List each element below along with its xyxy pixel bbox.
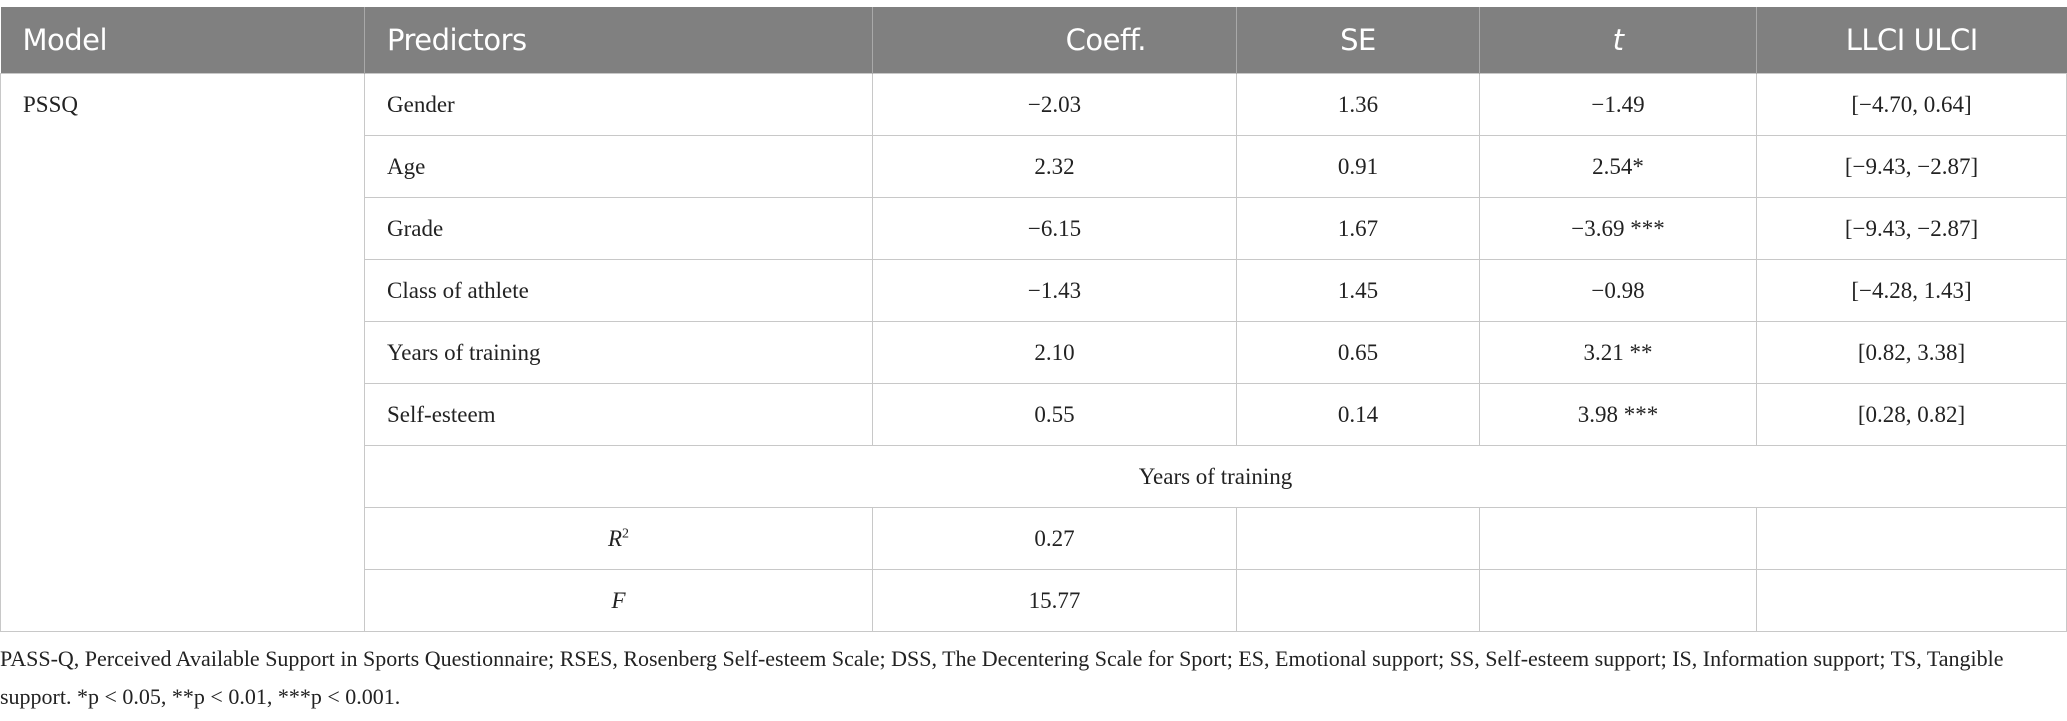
stat-value-cell: 0.27 <box>872 507 1237 570</box>
coeff-cell: −6.15 <box>872 197 1237 260</box>
stat-value-cell: 15.77 <box>872 569 1237 632</box>
model-cell: PSSQ <box>0 73 365 632</box>
table-row: Class of athlete −1.43 1.45 −0.98 [−4.28, 1.… <box>1 259 2067 322</box>
t-cell: −0.98 <box>1479 259 1757 322</box>
table-row: F 15.77 <box>1 569 2067 632</box>
empty-cell <box>1236 507 1480 570</box>
predictor-cell: Self-esteem <box>364 383 873 446</box>
table-footnote: PASS-Q, Perceived Available Support in S… <box>0 646 2004 709</box>
t-cell: 2.54* <box>1479 135 1757 198</box>
se-cell: 1.36 <box>1236 73 1480 136</box>
coeff-cell: −2.03 <box>872 73 1237 136</box>
stat-label: R <box>607 525 623 551</box>
header-se: SE <box>1236 7 1480 74</box>
regression-table: Model Predictors Coeff. SE t LLCI ULCI P… <box>0 7 2067 632</box>
predictor-cell: Gender <box>364 73 873 136</box>
header-model: Model <box>0 7 365 74</box>
predictor-cell: Age <box>364 135 873 198</box>
se-cell: 0.91 <box>1236 135 1480 198</box>
ci-cell: [−4.28, 1.43] <box>1756 259 2067 322</box>
span-row-cell: Years of training <box>364 445 2067 508</box>
ci-cell: [−4.70, 0.64] <box>1756 73 2067 136</box>
se-cell: 0.65 <box>1236 321 1480 384</box>
stat-label-cell: R2 <box>364 507 873 570</box>
table-row: Self-esteem 0.55 0.14 3.98 *** [0.28, 0.82] <box>1 383 2067 446</box>
empty-cell <box>1479 569 1757 632</box>
t-cell: −1.49 <box>1479 73 1757 136</box>
table-row: R2 0.27 <box>1 507 2067 570</box>
table-row: PSSQ Gender −2.03 1.36 −1.49 [−4.70, 0.64] <box>0 73 2067 632</box>
header-ci: LLCI ULCI <box>1756 7 2067 74</box>
predictor-cell: Grade <box>364 197 873 260</box>
ci-cell: [0.82, 3.38] <box>1756 321 2067 384</box>
empty-cell <box>1756 569 2067 632</box>
stat-label-cell: F <box>364 569 873 632</box>
t-cell: 3.21 ** <box>1479 321 1757 384</box>
coeff-cell: 2.32 <box>872 135 1237 198</box>
predictor-cell: Years of training <box>364 321 873 384</box>
table-row: Years of training 2.10 0.65 3.21 ** [0.82, 3… <box>1 321 2067 384</box>
predictor-cell: Class of athlete <box>364 259 873 322</box>
se-cell: 1.67 <box>1236 197 1480 260</box>
coeff-cell: 2.10 <box>872 321 1237 384</box>
empty-cell <box>1756 507 2067 570</box>
se-cell: 0.14 <box>1236 383 1480 446</box>
header-row: Model Predictors Coeff. SE t LLCI ULCI <box>0 7 2067 74</box>
header-coeff: Coeff. <box>872 7 1237 74</box>
ci-cell: [−9.43, −2.87] <box>1756 135 2067 198</box>
empty-cell <box>1479 507 1757 570</box>
coeff-cell: 0.55 <box>872 383 1237 446</box>
coeff-cell: −1.43 <box>872 259 1237 322</box>
t-cell: 3.98 *** <box>1479 383 1757 446</box>
stat-label: F <box>611 587 626 613</box>
ci-cell: [0.28, 0.82] <box>1756 383 2067 446</box>
header-t: t <box>1479 7 1757 74</box>
ci-cell: [−9.43, −2.87] <box>1756 197 2067 260</box>
empty-cell <box>1236 569 1480 632</box>
t-cell: −3.69 *** <box>1479 197 1757 260</box>
se-cell: 1.45 <box>1236 259 1480 322</box>
table-row: Grade −6.15 1.67 −3.69 *** [−9.43, −2.87] <box>1 197 2067 260</box>
stat-sup: 2 <box>622 525 630 541</box>
header-predictors: Predictors <box>364 7 873 74</box>
